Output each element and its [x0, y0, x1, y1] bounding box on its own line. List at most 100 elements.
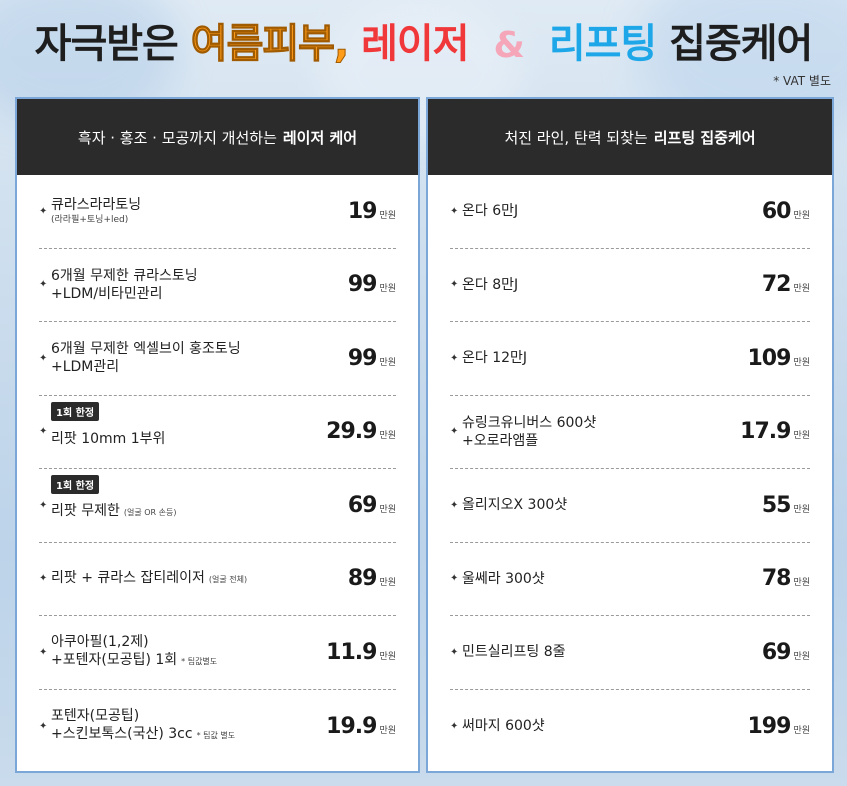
- item-note: * 팁값 별도: [196, 731, 236, 741]
- price-value: 78: [761, 566, 792, 592]
- item-name: 리팟 무제한 (얼굴 OR 손등): [51, 502, 348, 522]
- laser-care-panel: 흑자 · 홍조 · 모공까지 개선하는 레이저 케어 ✦ 큐라스라라토닝 (라라필+…: [15, 97, 420, 773]
- price-unit: 만원: [793, 284, 810, 295]
- item-price: 109 만원: [748, 346, 811, 371]
- item-name-text: 써마지 600샷: [462, 718, 545, 735]
- headline-part1: 자극받은: [34, 21, 179, 67]
- bullet-icon: ✦: [450, 720, 459, 732]
- item-price: 11.9 만원: [326, 640, 396, 665]
- price-row[interactable]: ✦ 포텐자(모공팁) +스킨보톡스(국산) 3cc * 팁값 별도 19.9 만원: [39, 690, 396, 764]
- price-unit: 만원: [379, 431, 396, 442]
- item-note: (얼굴 OR 손등): [123, 508, 177, 518]
- item-name-group: 리팟 무제한 (얼굴 OR 손등): [51, 488, 348, 522]
- price-unit: 만원: [793, 651, 810, 662]
- bullet-icon: ✦: [450, 205, 459, 217]
- item-name-group: 리팟 10mm 1부위: [51, 416, 326, 448]
- item-name-text: 올리지오X 300샷: [462, 497, 568, 514]
- price-row[interactable]: 1회 한정 ✦ 리팟 무제한 (얼굴 OR 손등) 69 만원: [39, 469, 396, 543]
- lifting-price-list: ✦ 온다 6만J 60 만원 ✦ 온다 8만J 72 만원 ✦ 온다 12만J 109 만원 ✦ 슈링크유…: [428, 175, 832, 763]
- item-price: 99 만원: [348, 346, 396, 371]
- item-name-line2: +오로라앰플: [462, 432, 740, 450]
- price-row[interactable]: ✦ 올리지오X 300샷 55 만원: [450, 469, 810, 543]
- item-name: 민트실리프팅 8줄: [462, 643, 762, 661]
- bullet-icon: ✦: [39, 279, 48, 291]
- price-unit: 만원: [793, 210, 810, 221]
- bullet-icon: ✦: [450, 646, 459, 658]
- bullet-icon: ✦: [39, 426, 48, 438]
- price-unit: 만원: [793, 504, 810, 515]
- price-unit: 만원: [793, 578, 810, 589]
- price-row[interactable]: ✦ 온다 12만J 109 만원: [450, 322, 810, 396]
- item-price: 99 만원: [348, 272, 396, 297]
- price-row[interactable]: ✦ 민트실리프팅 8줄 69 만원: [450, 616, 810, 690]
- item-name-text: 온다 6만J: [462, 203, 519, 220]
- price-unit: 만원: [379, 651, 396, 662]
- item-name-text: 6개월 무제한 엑셀브이 홍조토닝: [51, 341, 241, 358]
- item-name-text: 슈링크유니버스 600샷: [462, 414, 597, 431]
- item-name-group: 써마지 600샷: [462, 717, 748, 735]
- item-name: 올리지오X 300샷: [462, 496, 762, 514]
- item-name: 온다 8만J: [462, 276, 762, 294]
- vat-note: * VAT 별도: [773, 74, 831, 88]
- item-name-group: 올리지오X 300샷: [462, 496, 762, 514]
- item-name-line2: +스킨보톡스(국산) 3cc * 팁값 별도: [51, 725, 326, 745]
- item-price: 55 만원: [762, 493, 810, 518]
- item-name: 슈링크유니버스 600샷: [462, 414, 740, 432]
- item-name-line2: +포텐자(모공팁) 1회 * 팁값별도: [51, 651, 326, 671]
- price-row[interactable]: ✦ 울쎄라 300샷 78 만원: [450, 543, 810, 616]
- price-row[interactable]: ✦ 아쿠아필(1,2제) +포텐자(모공팁) 1회 * 팁값별도 11.9 만원: [39, 616, 396, 690]
- price-row[interactable]: ✦ 온다 6만J 60 만원: [450, 175, 810, 249]
- price-unit: 만원: [379, 725, 396, 736]
- item-name-text: 아쿠아필(1,2제): [51, 634, 149, 651]
- bullet-icon: ✦: [39, 205, 48, 217]
- price-value: 60: [761, 198, 792, 224]
- item-name-group: 아쿠아필(1,2제) +포텐자(모공팁) 1회 * 팁값별도: [51, 633, 326, 671]
- item-price: 69 만원: [762, 640, 810, 665]
- price-row[interactable]: ✦ 큐라스라라토닝 (라라필+토닝+led) 19 만원: [39, 175, 396, 249]
- item-name-text: 리팟 10mm 1부위: [51, 430, 166, 447]
- price-unit: 만원: [793, 357, 810, 368]
- price-unit: 만원: [379, 357, 396, 368]
- panel-title-prefix: 처진 라인, 탄력 되찾는: [504, 128, 648, 147]
- price-value: 199: [747, 713, 792, 739]
- item-name: 리팟 + 큐라스 잡티레이저 (얼굴 전체): [51, 569, 348, 589]
- headline-part2: 여름피부,: [190, 21, 349, 68]
- price-row[interactable]: ✦ 써마지 600샷 199 만원: [450, 690, 810, 764]
- bullet-icon: ✦: [450, 426, 459, 438]
- price-value: 17.9: [740, 419, 791, 445]
- item-price: 19.9 만원: [326, 714, 396, 739]
- price-value: 11.9: [326, 639, 377, 665]
- panel-title-strong: 리프팅 집중케어: [653, 128, 756, 147]
- price-value: 72: [761, 272, 792, 298]
- item-name-group: 슈링크유니버스 600샷 +오로라앰플: [462, 414, 740, 450]
- price-value: 55: [761, 492, 792, 518]
- item-name-text: 리팟 + 큐라스 잡티레이저: [51, 569, 205, 586]
- item-name: 큐라스라라토닝: [51, 196, 348, 214]
- price-row[interactable]: ✦ 리팟 + 큐라스 잡티레이저 (얼굴 전체) 89 만원: [39, 543, 396, 616]
- item-name-group: 6개월 무제한 엑셀브이 홍조토닝 +LDM관리: [51, 340, 348, 376]
- bullet-icon: ✦: [450, 499, 459, 511]
- item-name-group: 온다 8만J: [462, 276, 762, 294]
- bullet-icon: ✦: [39, 646, 48, 658]
- item-name-text: 포텐자(모공팁): [51, 708, 140, 725]
- item-name: 온다 6만J: [462, 202, 762, 220]
- item-price: 60 만원: [762, 199, 810, 224]
- price-row[interactable]: ✦ 슈링크유니버스 600샷 +오로라앰플 17.9 만원: [450, 396, 810, 469]
- price-row[interactable]: ✦ 온다 8만J 72 만원: [450, 249, 810, 322]
- price-row[interactable]: ✦ 6개월 무제한 엑셀브이 홍조토닝 +LDM관리 99 만원: [39, 322, 396, 396]
- panel-title-strong: 레이저 케어: [282, 128, 358, 147]
- item-price: 69 만원: [348, 493, 396, 518]
- item-name: 리팟 10mm 1부위: [51, 430, 326, 448]
- price-row[interactable]: 1회 한정 ✦ 리팟 10mm 1부위 29.9 만원: [39, 396, 396, 469]
- item-name-group: 울쎄라 300샷: [462, 570, 762, 588]
- price-row[interactable]: ✦ 6개월 무제한 큐라스토닝 +LDM/비타민관리 99 만원: [39, 249, 396, 322]
- item-name-text: 6개월 무제한 큐라스토닝: [51, 267, 198, 284]
- item-name-text: 큐라스라라토닝: [51, 197, 142, 214]
- item-price: 17.9 만원: [740, 419, 810, 444]
- price-value: 19: [347, 198, 378, 224]
- item-name-group: 포텐자(모공팁) +스킨보톡스(국산) 3cc * 팁값 별도: [51, 707, 326, 745]
- price-unit: 만원: [793, 725, 810, 736]
- item-name: 포텐자(모공팁): [51, 707, 326, 725]
- item-name-group: 6개월 무제한 큐라스토닝 +LDM/비타민관리: [51, 267, 348, 303]
- item-name: 6개월 무제한 엑셀브이 홍조토닝: [51, 340, 348, 358]
